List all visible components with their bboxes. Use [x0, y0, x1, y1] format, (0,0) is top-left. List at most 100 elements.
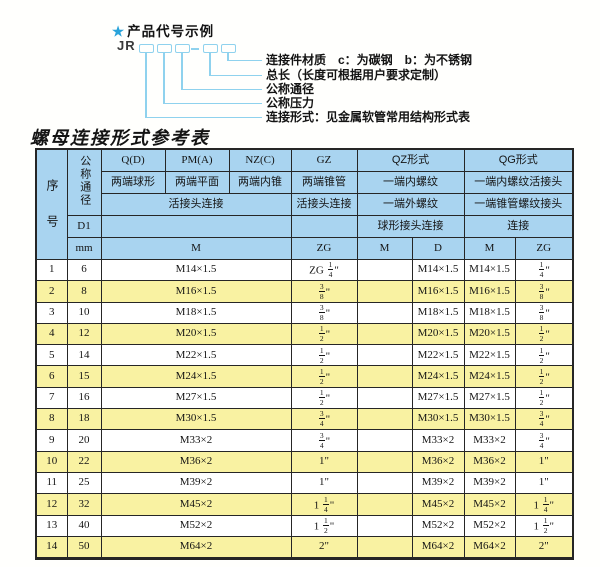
cell-gz: 3 4 " — [290, 408, 358, 431]
cell-m: M30×1.5 — [100, 408, 292, 431]
cell-seq: 1 — [35, 258, 68, 282]
cell-qg-zg: 3 4 " — [514, 429, 574, 452]
table-row: 1 6 M14×1.5 ZG 1 4 " M14×1.5 M14×1.5 1 4 " — [35, 258, 574, 282]
cell-seq: 9 — [35, 429, 68, 452]
label-material: 连接件材质 c：为碳钢 b：为不锈钢 — [266, 53, 473, 67]
table-row: 3 10 M18×1.5 3 8 " M18×1.5 M18×1.5 3 8 " — [35, 301, 574, 324]
cell-seq: 7 — [35, 386, 68, 410]
header-qg-desc1: 一端内螺纹活接头 — [463, 171, 574, 194]
cell-qz-m — [356, 301, 413, 324]
table-row: 2 8 M16×1.5 3 8 " M16×1.5 M16×1.5 3 8 " — [35, 280, 574, 303]
cell-qz-m — [356, 322, 413, 346]
code-box-2 — [157, 44, 172, 53]
cell-qz-d: M36×2 — [411, 450, 465, 473]
cell-qg-m: M39×2 — [463, 471, 516, 495]
header-qg-connection: 连接 — [463, 215, 574, 238]
leader-line — [145, 116, 262, 118]
cell-qz-d: M27×1.5 — [411, 386, 465, 410]
header-gz-connection: 活接头连接 — [290, 193, 358, 216]
leader-line — [227, 59, 262, 61]
cell-qg-m: M27×1.5 — [463, 386, 516, 410]
cell-seq: 8 — [35, 408, 68, 431]
leader-line — [227, 52, 229, 61]
cell-gz: 1 1 4 " — [290, 493, 358, 516]
cell-qz-m — [356, 365, 413, 388]
table-row: 5 14 M22×1.5 1 2 " M22×1.5 M22×1.5 1 2 " — [35, 344, 574, 367]
cell-m: M33×2 — [100, 429, 292, 452]
leader-line — [209, 74, 262, 76]
cell-gz: 1 2 " — [290, 386, 358, 410]
header-d1: D1 — [66, 215, 102, 238]
cell-dn: 40 — [66, 514, 102, 537]
cell-qz-d: M33×2 — [411, 429, 465, 452]
cell-gz: ZG 1 4 " — [290, 258, 358, 282]
header-nz-desc: 两端内锥 — [228, 171, 292, 194]
leader-line — [209, 52, 211, 76]
cell-qg-m: M22×1.5 — [463, 344, 516, 367]
reference-table: 序号 公称通径 Q(D) PM(A) NZ(C) GZ QZ形式 QG形式 两端… — [35, 148, 574, 561]
cell-seq: 13 — [35, 514, 68, 537]
header-seq: 序号 — [35, 148, 68, 260]
cell-seq: 2 — [35, 280, 68, 303]
cell-qg-m: M36×2 — [463, 450, 516, 473]
cell-qg-zg: 2" — [514, 535, 574, 560]
cell-qg-m: M52×2 — [463, 514, 516, 537]
cell-seq: 11 — [35, 471, 68, 495]
header-pm-desc: 两端平面 — [164, 171, 230, 194]
cell-qz-d: M64×2 — [411, 535, 465, 560]
header-m-unit: M — [100, 237, 292, 260]
label-nominal-pressure: 公称压力 — [266, 96, 315, 110]
header-qg-zg-unit: ZG — [514, 237, 574, 260]
label-nominal-diameter: 公称通径 — [266, 82, 315, 96]
table-row: 12 32 M45×2 1 1 4 " M45×2 M45×2 1 1 4 " — [35, 493, 574, 516]
header-qz-d-unit: D — [411, 237, 465, 260]
table-row: 10 22 M36×2 1" M36×2 M36×2 1" — [35, 450, 574, 473]
cell-gz: 1 2 " — [290, 365, 358, 388]
cell-gz: 1" — [290, 471, 358, 495]
table-title: 螺母连接形式参考表 — [30, 128, 210, 149]
table-row: 6 15 M24×1.5 1 2 " M24×1.5 M24×1.5 1 2 " — [35, 365, 574, 388]
cell-dn: 14 — [66, 344, 102, 367]
table-row: 4 12 M20×1.5 1 2 " M20×1.5 M20×1.5 1 2 " — [35, 322, 574, 346]
cell-gz: 1 1 2 " — [290, 514, 358, 537]
cell-qz-d: M16×1.5 — [411, 280, 465, 303]
table-row: 7 16 M27×1.5 1 2 " M27×1.5 M27×1.5 1 2 " — [35, 386, 574, 410]
table-row: 8 18 M30×1.5 3 4 " M30×1.5 M30×1.5 3 4 " — [35, 408, 574, 431]
cell-m: M14×1.5 — [100, 258, 292, 282]
header-gz: GZ — [290, 148, 358, 172]
cell-dn: 25 — [66, 471, 102, 495]
cell-dn: 16 — [66, 386, 102, 410]
cell-qz-d: M20×1.5 — [411, 322, 465, 346]
header-qz-desc2: 一端外螺纹 — [356, 193, 465, 216]
cell-qg-m: M33×2 — [463, 429, 516, 452]
cell-qg-m: M14×1.5 — [463, 258, 516, 282]
header-nominal-diameter: 公称通径 — [66, 148, 102, 216]
cell-qz-d: M39×2 — [411, 471, 465, 495]
leader-line — [163, 102, 262, 104]
cell-m: M36×2 — [100, 450, 292, 473]
header-gz-desc: 两端锥管 — [290, 171, 358, 194]
cell-qz-d: M18×1.5 — [411, 301, 465, 324]
product-code-heading: ★ 产品代号示例 — [112, 20, 214, 40]
cell-seq: 5 — [35, 344, 68, 367]
cell-seq: 3 — [35, 301, 68, 324]
header-qg-m-unit: M — [463, 237, 516, 260]
cell-qg-m: M24×1.5 — [463, 365, 516, 388]
cell-gz: 2" — [290, 535, 358, 560]
cell-seq: 6 — [35, 365, 68, 388]
cell-qg-zg: 1 2 " — [514, 386, 574, 410]
table-row: 13 40 M52×2 1 1 2 " M52×2 M52×2 1 1 2 " — [35, 514, 574, 537]
cell-qg-zg: 1 2 " — [514, 365, 574, 388]
cell-qz-m — [356, 535, 413, 560]
cell-m: M39×2 — [100, 471, 292, 495]
cell-qg-zg: 1" — [514, 471, 574, 495]
label-connection-form: 连接形式：见金属软管常用结构形式表 — [266, 110, 471, 124]
cell-m: M24×1.5 — [100, 365, 292, 388]
cell-gz: 1 2 " — [290, 322, 358, 346]
cell-qz-m — [356, 429, 413, 452]
header-qg-desc2: 一端锥管螺纹接头 — [463, 193, 574, 216]
leader-line — [163, 52, 165, 104]
header-q-desc: 两端球形 — [100, 171, 166, 194]
header-qz-form: QZ形式 — [356, 148, 465, 172]
star-icon: ★ — [112, 24, 126, 39]
